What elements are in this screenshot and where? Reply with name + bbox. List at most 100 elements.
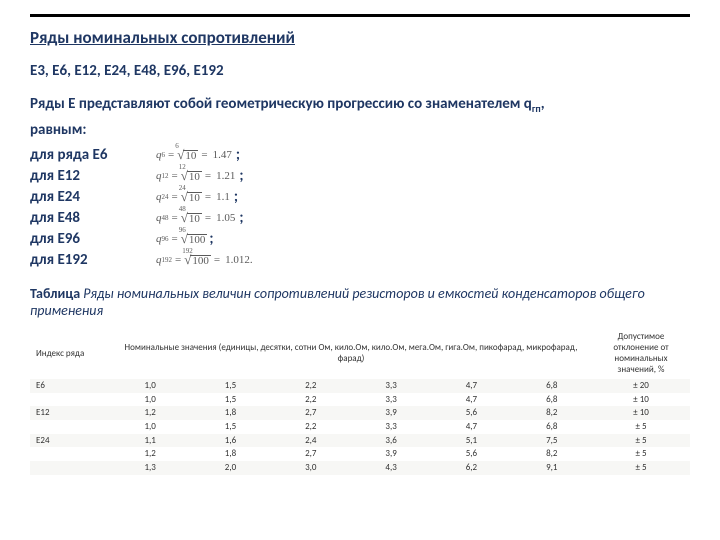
cell-value: 4,3	[351, 461, 431, 475]
cell-value: 8,2	[512, 447, 592, 461]
cell-index	[30, 447, 110, 461]
cell-value: 5,1	[431, 434, 511, 448]
cell-value: 1,5	[190, 393, 270, 407]
formula-line: для Е192q192=192√100=1.012.	[30, 250, 690, 271]
table-body: E61,01,52,23,34,76,8± 201,01,52,23,34,76…	[30, 379, 690, 475]
page-title: Ряды номинальных сопротивлений	[30, 27, 690, 48]
formula-expression: q6=6√10=1.47	[156, 146, 234, 164]
cell-value: 3,0	[271, 461, 351, 475]
table-row: E121,21,82,73,95,68,2± 10	[30, 406, 690, 420]
formula-after: ;	[209, 229, 213, 250]
table-header-row: Индекс ряда Номинальные значения (единиц…	[30, 327, 690, 379]
formula-line: для ряда Е6 q6=6√10=1.47;	[30, 145, 690, 166]
cell-index: E24	[30, 434, 110, 448]
table-caption: Таблица Ряды номинальных величин сопроти…	[30, 285, 690, 319]
formula-after: ;	[234, 187, 238, 208]
cell-index: E12	[30, 406, 110, 420]
cell-value: 2,7	[271, 406, 351, 420]
formula-expression: q12=12√10=1.21	[156, 167, 237, 185]
cell-value: 3,9	[351, 406, 431, 420]
caption-bold: Таблица	[30, 285, 80, 302]
cell-value: 6,2	[431, 461, 511, 475]
cell-value: 6,8	[512, 420, 592, 434]
formula-label: для Е24	[30, 187, 150, 208]
cell-tolerance: ± 5	[592, 420, 690, 434]
cell-value: 1,2	[110, 406, 190, 420]
cell-value: 6,8	[512, 393, 592, 407]
cell-index	[30, 461, 110, 475]
cell-value: 1,2	[110, 447, 190, 461]
col-index: Индекс ряда	[30, 327, 110, 379]
cell-value: 1,6	[190, 434, 270, 448]
formula-label: для Е192	[30, 250, 150, 271]
formula-expression: q24=24√10=1.1	[156, 188, 232, 206]
cell-value: 3,3	[351, 393, 431, 407]
formula-label: для ряда Е6	[30, 145, 150, 166]
table-row: 1,01,52,23,34,76,8± 5	[30, 420, 690, 434]
table-row: E241,11,62,43,65,17,5± 5	[30, 434, 690, 448]
formula-after: ;	[236, 145, 240, 166]
intro-sub: гп	[532, 102, 541, 115]
caption-rest: Ряды номинальных величин сопротивлений р…	[30, 285, 645, 319]
cell-value: 7,5	[512, 434, 592, 448]
cell-value: 1,8	[190, 406, 270, 420]
cell-value: 1,5	[190, 379, 270, 393]
cell-value: 3,3	[351, 379, 431, 393]
cell-value: 1,0	[110, 420, 190, 434]
formula-label: для Е12	[30, 166, 150, 187]
cell-tolerance: ± 20	[592, 379, 690, 393]
intro-line2: равным:	[30, 120, 690, 141]
formula-line: для Е96 q96=96√100;	[30, 229, 690, 250]
cell-value: 3,3	[351, 420, 431, 434]
cell-value: 5,6	[431, 406, 511, 420]
page: Ряды номинальных сопротивлений E3, E6, E…	[0, 0, 720, 485]
cell-value: 2,2	[271, 393, 351, 407]
formula-expression: q96=96√100	[156, 230, 207, 248]
col-tolerance: Допустимое отклонение от номинальных зна…	[592, 327, 690, 379]
formula-line: для Е12 q12=12√10=1.21;	[30, 166, 690, 187]
cell-value: 4,7	[431, 420, 511, 434]
cell-value: 2,0	[190, 461, 270, 475]
formula-label: для Е96	[30, 229, 150, 250]
cell-value: 3,6	[351, 434, 431, 448]
cell-value: 4,7	[431, 393, 511, 407]
cell-value: 5,6	[431, 447, 511, 461]
formula-after: ;	[239, 166, 243, 187]
cell-value: 1,5	[190, 420, 270, 434]
cell-tolerance: ± 5	[592, 447, 690, 461]
formula-line: для Е48 q48=48√10=1.05;	[30, 208, 690, 229]
table-row: 1,21,82,73,95,68,2± 5	[30, 447, 690, 461]
cell-value: 6,8	[512, 379, 592, 393]
intro-text: Ряды Е представляют собой геометрическую…	[30, 94, 690, 116]
formula-label: для Е48	[30, 208, 150, 229]
cell-value: 1,0	[110, 393, 190, 407]
cell-index	[30, 420, 110, 434]
cell-value: 2,7	[271, 447, 351, 461]
cell-tolerance: ± 10	[592, 406, 690, 420]
cell-value: 2,2	[271, 379, 351, 393]
formula-expression: q48=48√10=1.05	[156, 209, 237, 227]
table-row: E61,01,52,23,34,76,8± 20	[30, 379, 690, 393]
cell-tolerance: ± 5	[592, 461, 690, 475]
cell-index	[30, 393, 110, 407]
cell-index: E6	[30, 379, 110, 393]
col-values: Номинальные значения (единицы, десятки, …	[110, 327, 592, 379]
cell-value: 2,2	[271, 420, 351, 434]
top-rule	[30, 14, 690, 17]
formula-after: ;	[239, 208, 243, 229]
cell-value: 1,8	[190, 447, 270, 461]
cell-value: 1,0	[110, 379, 190, 393]
cell-value: 3,9	[351, 447, 431, 461]
cell-value: 1,1	[110, 434, 190, 448]
cell-value: 1,3	[110, 461, 190, 475]
series-list: E3, E6, E12, E24, E48, E96, E192	[30, 62, 690, 80]
formula-line: для Е24 q24=24√10=1.1;	[30, 187, 690, 208]
cell-tolerance: ± 10	[592, 393, 690, 407]
table-row: 1,32,03,04,36,29,1± 5	[30, 461, 690, 475]
cell-value: 9,1	[512, 461, 592, 475]
cell-value: 4,7	[431, 379, 511, 393]
intro-tail: ,	[541, 95, 545, 113]
intro-main: Ряды Е представляют собой геометрическую…	[30, 95, 532, 113]
formula-block: для ряда Е6 q6=6√10=1.47; для Е12 q12=12√10…	[30, 145, 690, 271]
cell-value: 2,4	[271, 434, 351, 448]
